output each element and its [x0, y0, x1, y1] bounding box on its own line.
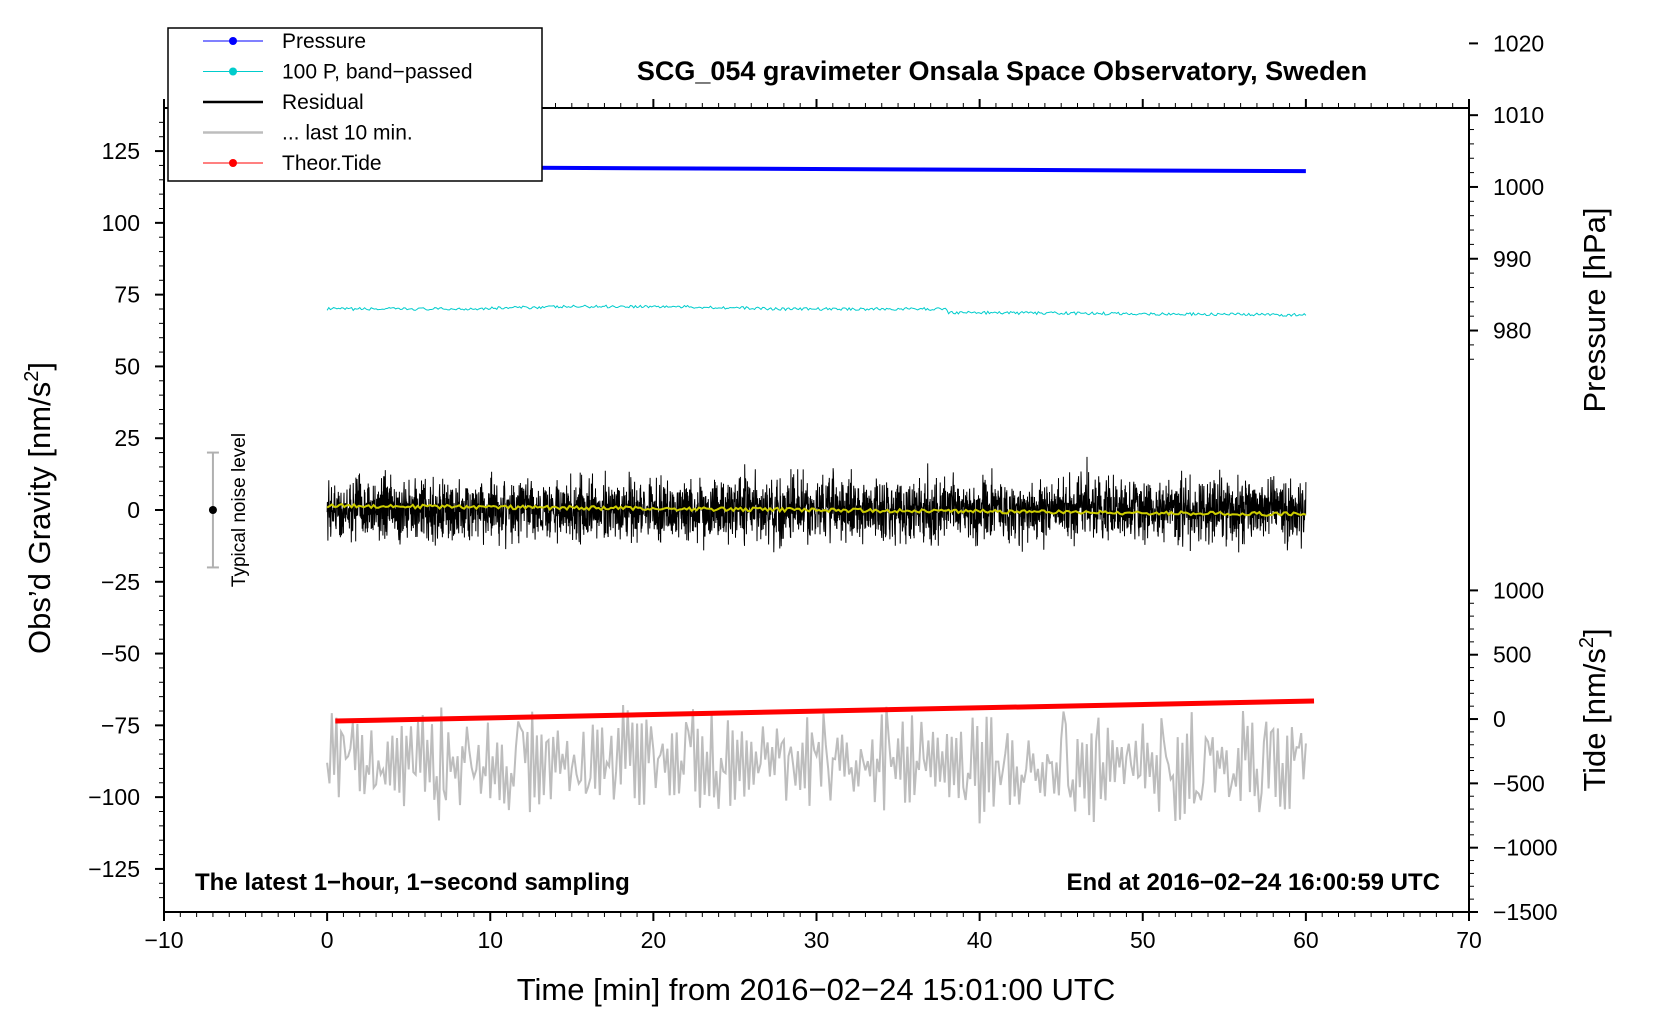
y-axis-tide-label-end: ] [1577, 628, 1612, 637]
x-tick-label: −10 [144, 927, 183, 953]
legend-label: Theor.Tide [282, 152, 382, 175]
legend-items: Pressure 100 P, band−passed Residual ... la… [203, 30, 473, 175]
legend-label: ... last 10 min. [282, 122, 413, 145]
pressure-tick-label: 1000 [1493, 174, 1544, 200]
legend-label: 100 P, band−passed [282, 61, 473, 84]
y-axis-pressure: 1030102010101000990980 [1469, 30, 1544, 360]
y-tick-label: 50 [114, 353, 140, 379]
y-axis-tide: 1000 500 0 −500 −1000 −1500 [1469, 577, 1558, 925]
noise-dot [208, 506, 217, 514]
x-tick-label: 70 [1456, 927, 1482, 953]
legend: Pressure 100 P, band−passed Residual ... la… [167, 27, 543, 182]
y-axis-tide-label: Tide [nm/s2] [1576, 628, 1612, 791]
x-tick-label: 50 [1130, 927, 1156, 953]
y-tick-label: −125 [88, 856, 140, 882]
legend-marker [229, 37, 237, 45]
y-tick-label: 0 [127, 497, 140, 523]
noise-label: Typical noise level [229, 433, 250, 587]
pressure-tick-label: 1010 [1493, 102, 1544, 128]
legend-label: Pressure [282, 30, 366, 53]
y-tick-label: 125 [102, 138, 140, 164]
y-axis-left-label-text: Obs’d Gravity [nm/s [22, 382, 57, 654]
y-axis-left-label-sup: 2 [21, 371, 43, 382]
annotation-left: The latest 1−hour, 1−second sampling [195, 869, 630, 896]
annotation-right: End at 2016−02−24 16:00:59 UTC [1066, 869, 1440, 896]
pressure-tick-label: 990 [1493, 246, 1531, 272]
y-axis-left: 125 100 75 50 25 0 −25 −50 −75 −100 −125 [88, 121, 164, 899]
legend-box [167, 27, 543, 182]
y-tick-label: −25 [101, 569, 140, 595]
legend-marker [229, 67, 237, 76]
x-axis-label: Time [min] from 2016−02−24 15:01:00 UTC [517, 972, 1116, 1007]
series-smoothed-residual [326, 502, 1307, 517]
x-tick-label: 0 [321, 927, 334, 953]
y-tick-label: −75 [101, 712, 140, 738]
legend-marker [229, 159, 237, 167]
series-residual [326, 456, 1307, 553]
tide-tick-label: 1000 [1493, 577, 1544, 603]
noise-marker: Typical noise level [206, 433, 250, 587]
x-tick-label: 40 [967, 927, 993, 953]
x-tick-label: 60 [1293, 927, 1319, 953]
tide-tick-label: −500 [1493, 770, 1545, 796]
pressure-tick-label: 980 [1493, 318, 1531, 344]
x-tick-label: 20 [641, 927, 667, 953]
y-axis-left-label-end: ] [22, 362, 57, 371]
y-tick-label: 25 [114, 425, 140, 451]
tide-tick-label: 500 [1493, 642, 1531, 668]
series-band-passed-pressure [326, 304, 1307, 317]
y-axis-pressure-label: Pressure [hPa] [1577, 207, 1612, 412]
y-tick-label: 75 [114, 282, 140, 308]
tide-tick-label: 0 [1493, 706, 1506, 732]
tide-tick-label: −1000 [1493, 835, 1558, 861]
tide-tick-label: −1500 [1493, 899, 1558, 925]
y-axis-tide-label-text: Tide [nm/s [1577, 648, 1612, 792]
legend-label: Residual [282, 91, 364, 114]
x-axis: −10 0 10 20 30 40 50 60 70 [144, 99, 1482, 953]
series-layer [326, 164, 1315, 824]
y-axis-tide-label-sup: 2 [1576, 637, 1598, 648]
y-tick-label: −100 [88, 784, 140, 810]
pressure-tick-label: 1020 [1493, 30, 1544, 56]
chart-title: SCG_054 gravimeter Onsala Space Observat… [637, 56, 1367, 86]
x-tick-label: 30 [804, 927, 830, 953]
y-tick-label: 100 [102, 210, 140, 236]
series-theoretical-tide [335, 698, 1315, 724]
y-tick-label: −50 [101, 641, 140, 667]
x-tick-label: 10 [477, 927, 503, 953]
y-axis-left-label: Obs’d Gravity [nm/s2] [21, 362, 57, 654]
series-last-10-min [326, 704, 1307, 824]
